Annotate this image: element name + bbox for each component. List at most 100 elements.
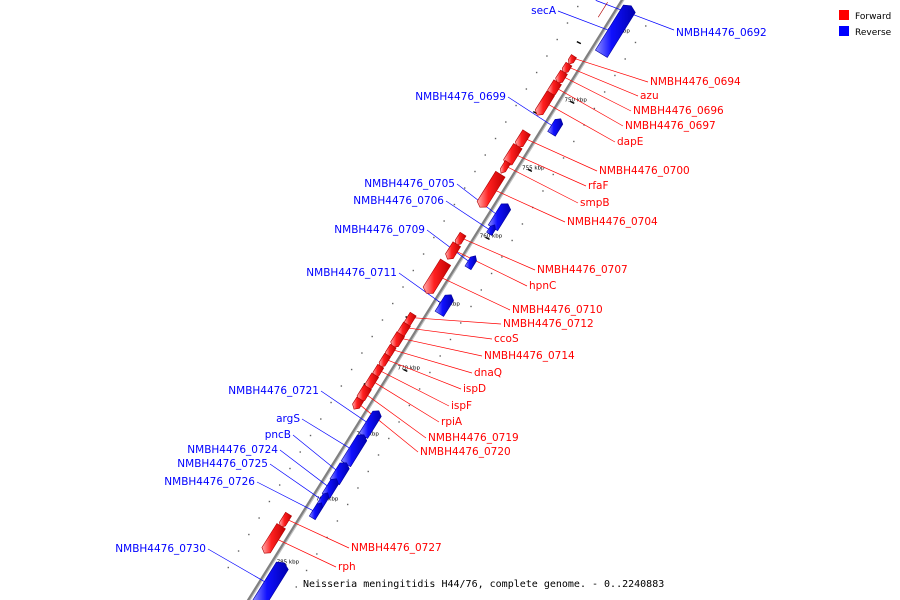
grid-dot (525, 88, 528, 90)
scale-tick-mark (569, 100, 575, 104)
scale-tick-mark (527, 168, 533, 172)
gene-label-reverse-13[interactable]: NMBH4476_0730 (115, 543, 206, 555)
gene-label-7[interactable]: smpB (580, 197, 610, 209)
reverse-gene[interactable] (434, 294, 454, 317)
leader-line (445, 200, 494, 233)
reverse-gene[interactable] (464, 255, 477, 271)
leader-line (502, 164, 579, 204)
grid-dot (227, 566, 229, 569)
scale-tick-label: 785 kbp (277, 560, 300, 566)
backbone (246, 0, 624, 600)
forward-gene[interactable] (390, 331, 406, 348)
gene-label-21[interactable]: NMBH4476_0727 (351, 542, 442, 554)
gene-label-reverse-5[interactable]: NMBH4476_0709 (334, 224, 425, 236)
forward-gene[interactable] (597, 2, 608, 18)
forward-gene[interactable] (561, 61, 573, 74)
gene-label-reverse-11[interactable]: NMBH4476_0725 (177, 458, 268, 470)
gene-label-reverse-12[interactable]: NMBH4476_0726 (164, 476, 255, 488)
forward-gene[interactable] (555, 69, 568, 84)
leader-line (320, 390, 375, 428)
grid-dot (299, 451, 301, 453)
grid-dot (398, 421, 400, 423)
gene-label-6[interactable]: rfaF (588, 180, 609, 192)
grid-dot (603, 91, 606, 93)
scale-tick-label: 760 kbp (480, 234, 503, 240)
gene-label-11[interactable]: NMBH4476_0710 (512, 304, 603, 316)
gene-label-reverse-0[interactable]: secA (531, 5, 557, 17)
gene-label-reverse-2[interactable]: NMBH4476_0699 (415, 91, 506, 103)
forward-gene[interactable] (567, 54, 577, 65)
reverse-gene[interactable] (252, 561, 289, 600)
forward-gene[interactable] (422, 258, 452, 294)
gene-layer (252, 2, 636, 600)
grid-dot (377, 454, 380, 456)
gene-label-12[interactable]: NMBH4476_0712 (503, 318, 594, 330)
leader-line (540, 99, 616, 143)
grid-dot (388, 437, 390, 440)
gene-label-3[interactable]: NMBH4476_0697 (625, 120, 716, 132)
gene-label-5[interactable]: NMBH4476_0700 (599, 165, 690, 177)
gene-label-9[interactable]: NMBH4476_0707 (537, 264, 628, 276)
leader-line (375, 368, 450, 407)
gene-label-17[interactable]: ispF (451, 400, 472, 412)
scale-tick-mark (403, 368, 408, 372)
forward-gene[interactable] (534, 90, 556, 116)
forward-gene[interactable] (445, 241, 462, 260)
grid-dot (350, 368, 353, 371)
reverse-gene[interactable] (340, 434, 368, 468)
forward-gene[interactable] (454, 231, 467, 246)
forward-gene[interactable] (476, 170, 506, 208)
grid-dot (316, 553, 318, 555)
gene-label-reverse-7[interactable]: NMBH4476_0721 (228, 385, 319, 397)
forward-gene[interactable] (500, 160, 511, 174)
reverse-gene[interactable] (308, 502, 324, 521)
grid-dot (330, 401, 332, 404)
gene-label-reverse-6[interactable]: NMBH4476_0711 (306, 267, 397, 279)
grid-dot (573, 140, 575, 143)
gene-label-20[interactable]: NMBH4476_0720 (420, 446, 511, 458)
grid-dot (614, 74, 616, 77)
grid-dot (552, 173, 554, 176)
reverse-gene[interactable] (486, 224, 496, 236)
gene-label-14[interactable]: NMBH4476_0714 (484, 350, 575, 362)
grid-dot (577, 5, 579, 8)
grid-dot (535, 71, 538, 74)
gene-label-22[interactable]: rph (338, 561, 356, 573)
forward-gene[interactable] (352, 396, 365, 410)
gene-label-15[interactable]: dnaQ (474, 367, 502, 379)
grid-dot (418, 388, 421, 390)
gene-label-4[interactable]: dapE (617, 136, 643, 148)
gene-label-reverse-3[interactable]: NMBH4476_0705 (364, 178, 455, 190)
gene-label-reverse-10[interactable]: NMBH4476_0724 (187, 444, 278, 456)
grid-dot (336, 520, 339, 522)
gene-label-reverse-4[interactable]: NMBH4476_0706 (353, 195, 444, 207)
gene-label-2[interactable]: NMBH4476_0696 (633, 105, 724, 117)
gene-label-reverse-8[interactable]: argS (276, 413, 300, 425)
gene-label-16[interactable]: ispD (463, 383, 486, 395)
reverse-gene[interactable] (547, 118, 564, 137)
leader-line (279, 449, 335, 492)
grid-dot (346, 503, 349, 506)
forward-gene[interactable] (378, 352, 392, 368)
leader-line (256, 481, 320, 514)
forward-gene[interactable] (514, 129, 531, 148)
gene-label-1[interactable]: azu (640, 90, 659, 102)
forward-gene[interactable] (261, 523, 286, 554)
reverse-gene[interactable] (594, 4, 636, 58)
gene-label-19[interactable]: NMBH4476_0719 (428, 432, 519, 444)
gene-label-0[interactable]: NMBH4476_0694 (650, 76, 741, 88)
forward-gene[interactable] (279, 511, 293, 528)
gene-label-8[interactable]: NMBH4476_0704 (567, 216, 658, 228)
grid-dot (511, 239, 513, 242)
leader-line (569, 56, 649, 83)
gene-label-13[interactable]: ccoS (494, 333, 519, 345)
leader-line (518, 135, 598, 172)
leader-line (381, 357, 462, 390)
gene-label-reverse-1[interactable]: NMBH4476_0692 (676, 27, 767, 39)
gene-label-18[interactable]: rpiA (441, 416, 463, 428)
grid-dot (278, 484, 281, 486)
gene-label-reverse-9[interactable]: pncB (265, 429, 291, 441)
leader-line (431, 272, 511, 311)
gene-label-10[interactable]: hpnC (529, 280, 556, 292)
